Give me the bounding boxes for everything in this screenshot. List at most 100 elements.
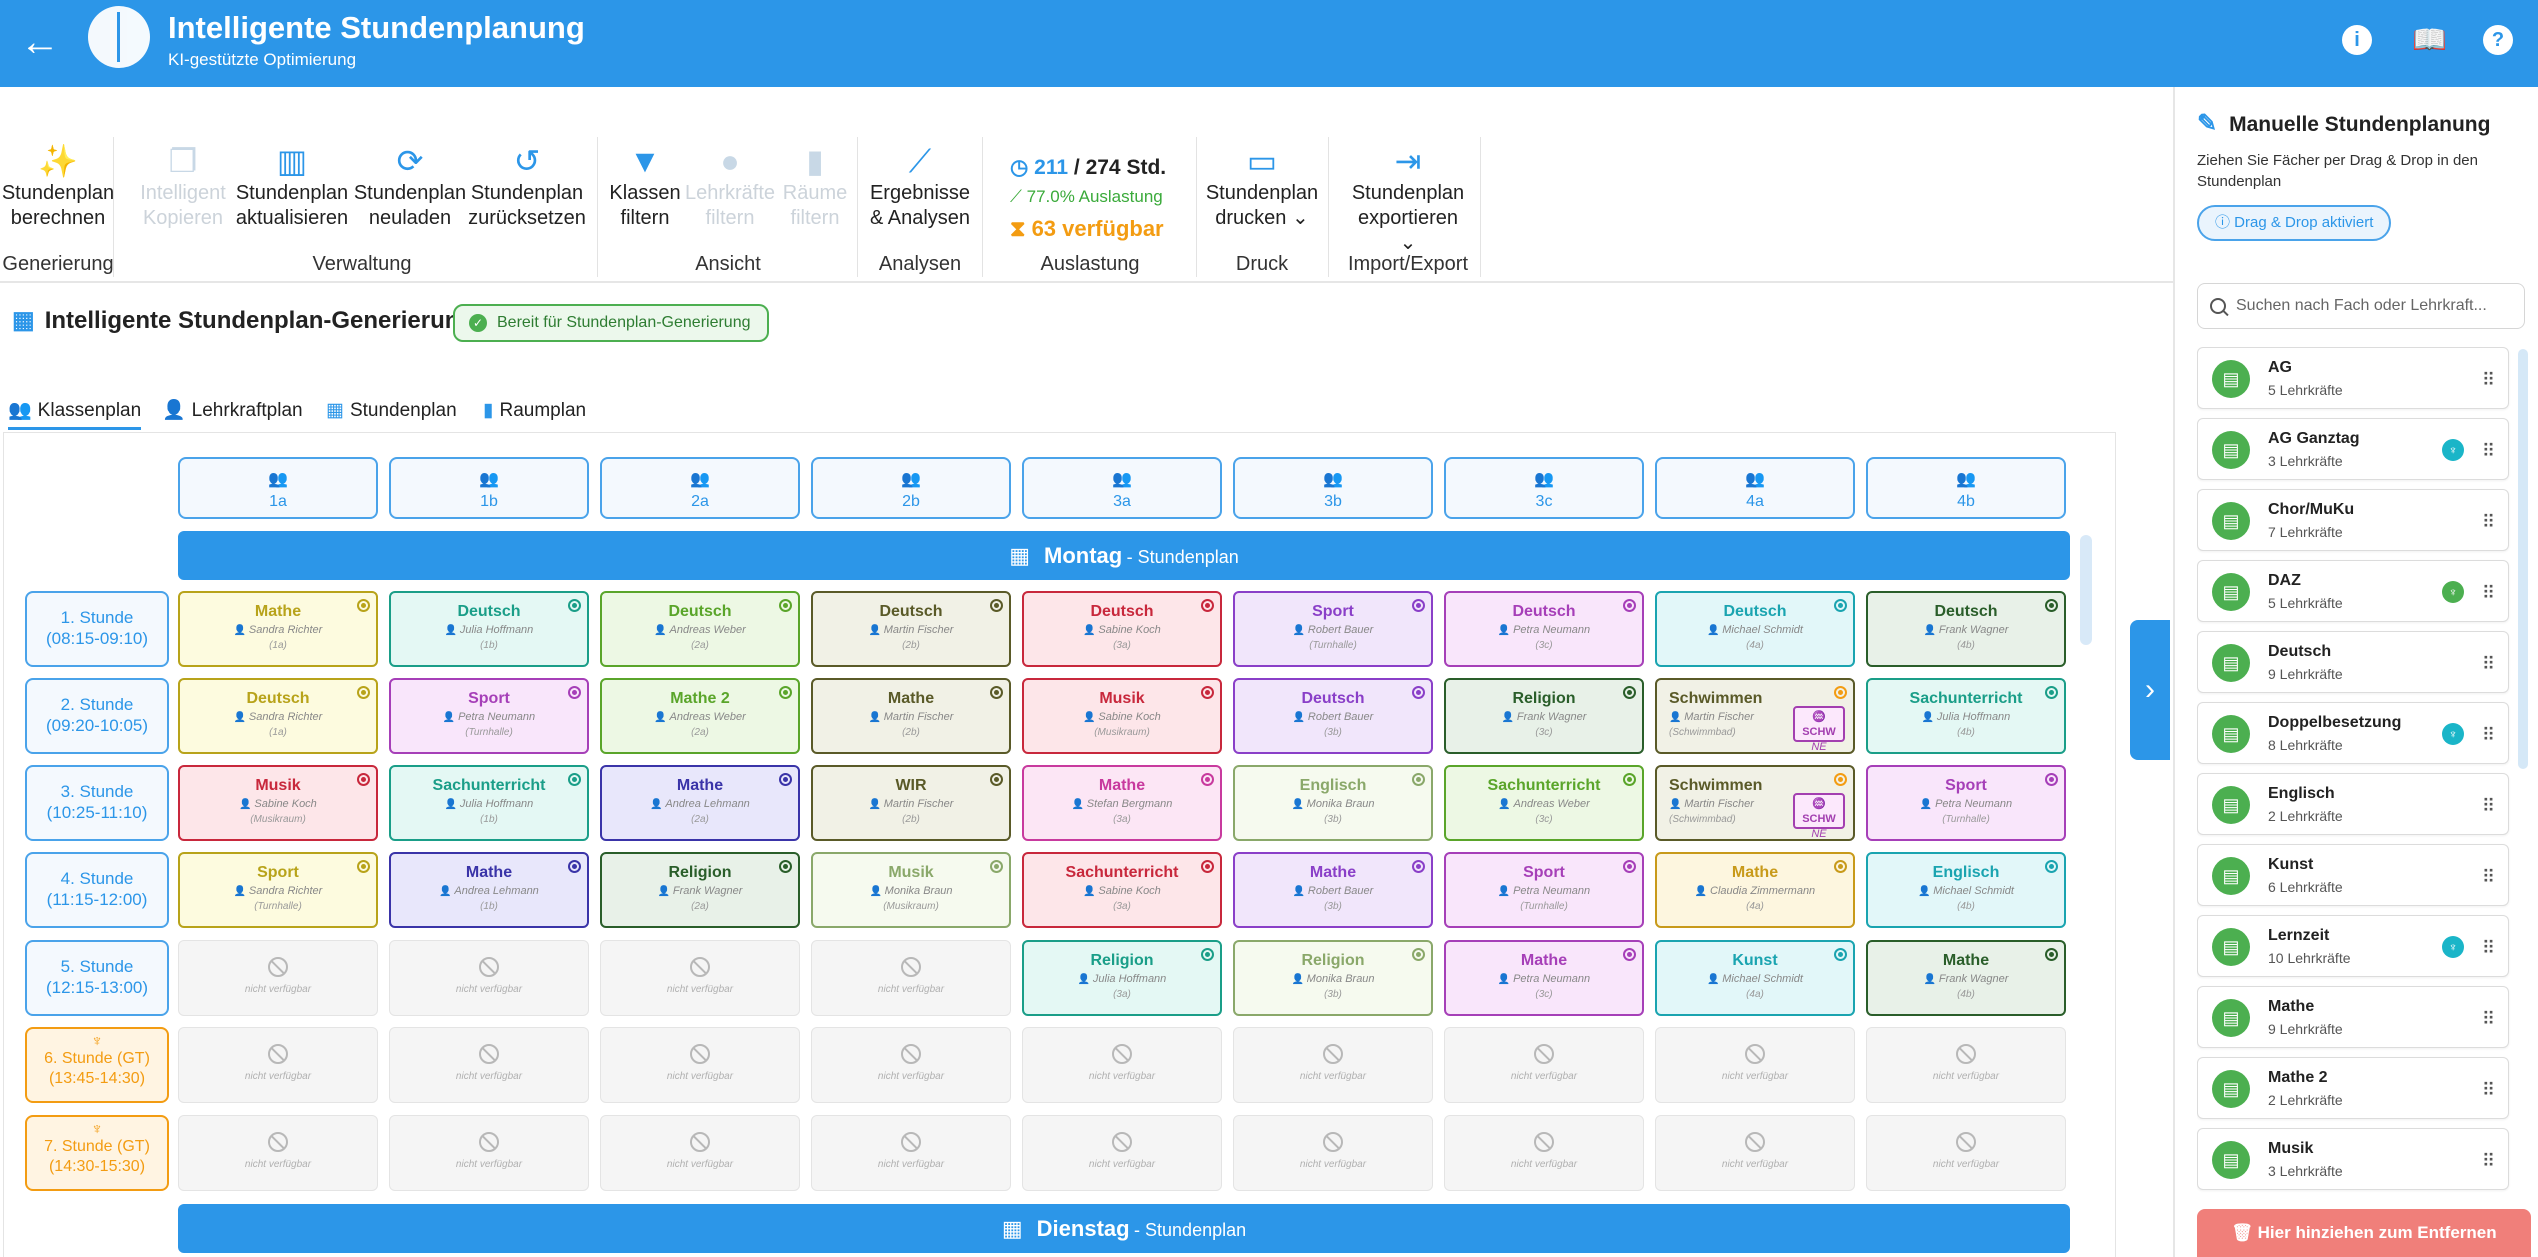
update-button[interactable]: ▥ Stundenplan aktualisieren bbox=[232, 143, 352, 231]
schedule-cell[interactable]: Deutsch 👤 Sandra Richter (1a) bbox=[178, 678, 378, 754]
schedule-cell[interactable]: Sachunterricht 👤 Julia Hoffmann (4b) bbox=[1866, 678, 2066, 754]
schedule-cell[interactable]: Sport 👤 Petra Neumann (Turnhalle) bbox=[389, 678, 589, 754]
schedule-cell[interactable]: Mathe 👤 Claudia Zimmermann (4a) bbox=[1655, 852, 1855, 928]
remove-dropzone[interactable]: 🗑 Hier hinziehen zum Entfernen bbox=[2197, 1209, 2531, 1257]
drag-handle-icon[interactable]: ⠿ bbox=[2481, 796, 2495, 816]
class-header-2b[interactable]: 👥 2b bbox=[811, 457, 1011, 519]
schedule-cell[interactable]: Schwimmen 👤 Martin Fischer (Schwimmbad) ♒ S… bbox=[1655, 765, 1855, 841]
subject-item[interactable]: ▤ Lernzeit 10 Lehrkräfte ♆ ⠿ bbox=[2197, 915, 2509, 977]
drag-handle-icon[interactable]: ⠿ bbox=[2481, 512, 2495, 532]
schedule-cell[interactable]: Deutsch 👤 Robert Bauer (3b) bbox=[1233, 678, 1433, 754]
drag-handle-icon[interactable]: ⠿ bbox=[2481, 654, 2495, 674]
schedule-cell[interactable]: Mathe 👤 Stefan Bergmann (3a) bbox=[1022, 765, 1222, 841]
schedule-cell[interactable]: Mathe 👤 Robert Bauer (3b) bbox=[1233, 852, 1433, 928]
schedule-cell[interactable]: Musik 👤 Sabine Koch (Musikraum) bbox=[1022, 678, 1222, 754]
schedule-cell[interactable]: Mathe 👤 Andrea Lehmann (1b) bbox=[389, 852, 589, 928]
class-header-1b[interactable]: 👥 1b bbox=[389, 457, 589, 519]
schedule-cell[interactable]: Mathe 👤 Andrea Lehmann (2a) bbox=[600, 765, 800, 841]
reset-button[interactable]: ↺ Stundenplan zurücksetzen bbox=[467, 143, 587, 231]
drag-handle-icon[interactable]: ⠿ bbox=[2481, 938, 2495, 958]
export-button[interactable]: ⇥ Stundenplan exportieren ⌄ bbox=[1348, 143, 1468, 256]
schedule-cell[interactable]: Religion 👤 Monika Braun (3b) bbox=[1233, 940, 1433, 1016]
class-header-1a[interactable]: 👥 1a bbox=[178, 457, 378, 519]
schedule-cell[interactable]: Mathe 2 👤 Andreas Weber (2a) bbox=[600, 678, 800, 754]
calculate-button[interactable]: ✨ Stundenplan berechnen bbox=[0, 143, 118, 231]
tab-raumplan[interactable]: ▮ Raumplan bbox=[483, 396, 586, 430]
drag-handle-icon[interactable]: ⠿ bbox=[2481, 370, 2495, 390]
schedule-cell[interactable]: Deutsch 👤 Petra Neumann (3c) bbox=[1444, 591, 1644, 667]
dragdrop-badge[interactable]: ⓘ Drag & Drop aktiviert bbox=[2197, 205, 2392, 241]
subject-item[interactable]: ▤ Mathe 9 Lehrkräfte ⠿ bbox=[2197, 986, 2509, 1048]
subject-item[interactable]: ▤ Englisch 2 Lehrkräfte ⠿ bbox=[2197, 773, 2509, 835]
schedule-cell[interactable]: Religion 👤 Frank Wagner (2a) bbox=[600, 852, 800, 928]
drag-handle-icon[interactable]: ⠿ bbox=[2481, 441, 2495, 461]
subject-item[interactable]: ▤ Kunst 6 Lehrkräfte ⠿ bbox=[2197, 844, 2509, 906]
schedule-cell[interactable]: Deutsch 👤 Frank Wagner (4b) bbox=[1866, 591, 2066, 667]
schedule-cell[interactable]: Sport 👤 Petra Neumann (Turnhalle) bbox=[1444, 852, 1644, 928]
help-icon[interactable]: ? bbox=[2483, 25, 2513, 55]
tab-lehrkraftplan[interactable]: 👤 Lehrkraftplan bbox=[162, 396, 303, 430]
schedule-cell[interactable]: Deutsch 👤 Martin Fischer (2b) bbox=[811, 591, 1011, 667]
schedule-cell[interactable]: Sachunterricht 👤 Andreas Weber (3c) bbox=[1444, 765, 1644, 841]
schedule-cell[interactable]: Deutsch 👤 Sabine Koch (3a) bbox=[1022, 591, 1222, 667]
subject-item[interactable]: ▤ Musik 3 Lehrkräfte ⠿ bbox=[2197, 1128, 2509, 1190]
schedule-cell[interactable]: Sport 👤 Sandra Richter (Turnhalle) bbox=[178, 852, 378, 928]
tab-stundenplan[interactable]: ▦ Stundenplan bbox=[326, 396, 457, 430]
schedule-cell[interactable]: Englisch 👤 Michael Schmidt (4b) bbox=[1866, 852, 2066, 928]
subject-item[interactable]: ▤ Doppelbesetzung 8 Lehrkräfte ♆ ⠿ bbox=[2197, 702, 2509, 764]
schedule-cell[interactable]: Deutsch 👤 Julia Hoffmann (1b) bbox=[389, 591, 589, 667]
subject-item[interactable]: ▤ AG Ganztag 3 Lehrkräfte ♆ ⠿ bbox=[2197, 418, 2509, 480]
schedule-cell[interactable]: Sachunterricht 👤 Julia Hoffmann (1b) bbox=[389, 765, 589, 841]
subject-item[interactable]: ▤ Deutsch 9 Lehrkräfte ⠿ bbox=[2197, 631, 2509, 693]
book-icon[interactable]: 📖 bbox=[2412, 24, 2447, 55]
class-header-4a[interactable]: 👥 4a bbox=[1655, 457, 1855, 519]
drag-handle-icon[interactable]: ⠿ bbox=[2481, 1151, 2495, 1171]
schedule-cell[interactable]: Sport 👤 Robert Bauer (Turnhalle) bbox=[1233, 591, 1433, 667]
schedule-cell[interactable]: Deutsch 👤 Michael Schmidt (4a) bbox=[1655, 591, 1855, 667]
subject-name: Deutsch bbox=[1723, 603, 1787, 620]
schedule-cell[interactable]: Deutsch 👤 Andreas Weber (2a) bbox=[600, 591, 800, 667]
schedule-cell[interactable]: Religion 👤 Julia Hoffmann (3a) bbox=[1022, 940, 1222, 1016]
reload-button[interactable]: ⟳ Stundenplan neuladen bbox=[350, 143, 470, 231]
schedule-cell[interactable]: Musik 👤 Monika Braun (Musikraum) bbox=[811, 852, 1011, 928]
schedule-cell[interactable]: WIR 👤 Martin Fischer (2b) bbox=[811, 765, 1011, 841]
drag-handle-icon[interactable]: ⠿ bbox=[2481, 1009, 2495, 1029]
subject-item[interactable]: ▤ AG 5 Lehrkräfte ⠿ bbox=[2197, 347, 2509, 409]
schedule-cell[interactable]: Sport 👤 Petra Neumann (Turnhalle) bbox=[1866, 765, 2066, 841]
filter-classes-button[interactable]: ▼ Klassen filtern bbox=[585, 143, 705, 231]
schedule-cell-unavailable: nicht verfügbar bbox=[811, 1115, 1011, 1191]
schedule-cell[interactable]: Musik 👤 Sabine Koch (Musikraum) bbox=[178, 765, 378, 841]
schedule-cell[interactable]: Mathe 👤 Frank Wagner (4b) bbox=[1866, 940, 2066, 1016]
export-icon: ⇥ bbox=[1394, 143, 1422, 179]
drag-handle-icon[interactable]: ⠿ bbox=[2481, 583, 2495, 603]
schedule-cell[interactable]: Kunst 👤 Michael Schmidt (4a) bbox=[1655, 940, 1855, 1016]
drag-handle-icon[interactable]: ⠿ bbox=[2481, 1080, 2495, 1100]
schedule-cell[interactable]: Mathe 👤 Petra Neumann (3c) bbox=[1444, 940, 1644, 1016]
class-header-3a[interactable]: 👥 3a bbox=[1022, 457, 1222, 519]
subject-item[interactable]: ▤ DAZ 5 Lehrkräfte ♆ ⠿ bbox=[2197, 560, 2509, 622]
analysis-button[interactable]: ⟋ Ergebnisse & Analysen bbox=[860, 143, 980, 231]
subject-item[interactable]: ▤ Mathe 2 2 Lehrkräfte ⠿ bbox=[2197, 1057, 2509, 1119]
schedule-cell[interactable]: Englisch 👤 Monika Braun (3b) bbox=[1233, 765, 1433, 841]
drag-handle-icon[interactable]: ⠿ bbox=[2481, 725, 2495, 745]
schedule-cell[interactable]: Mathe 👤 Sandra Richter (1a) bbox=[178, 591, 378, 667]
schedule-cell[interactable]: Schwimmen 👤 Martin Fischer (Schwimmbad) ♒ S… bbox=[1655, 678, 1855, 754]
info-icon[interactable]: i bbox=[2342, 25, 2372, 55]
grid-scrollbar[interactable] bbox=[2080, 535, 2092, 645]
subject-list-scrollbar[interactable] bbox=[2518, 349, 2528, 769]
class-header-2a[interactable]: 👥 2a bbox=[600, 457, 800, 519]
class-header-3b[interactable]: 👥 3b bbox=[1233, 457, 1433, 519]
search-input[interactable]: Suchen nach Fach oder Lehrkraft... bbox=[2197, 283, 2525, 329]
sidebar-toggle-button[interactable]: › bbox=[2130, 620, 2170, 760]
schedule-cell[interactable]: Mathe 👤 Martin Fischer (2b) bbox=[811, 678, 1011, 754]
class-header-3c[interactable]: 👥 3c bbox=[1444, 457, 1644, 519]
print-button[interactable]: ▭ Stundenplan drucken ⌄ bbox=[1202, 143, 1322, 231]
schedule-cell[interactable]: Sachunterricht 👤 Sabine Koch (3a) bbox=[1022, 852, 1222, 928]
class-header-4b[interactable]: 👥 4b bbox=[1866, 457, 2066, 519]
drag-handle-icon[interactable]: ⠿ bbox=[2481, 867, 2495, 887]
teacher-name-text: Martin Fischer bbox=[883, 624, 954, 636]
back-arrow-icon[interactable]: ← bbox=[20, 20, 60, 64]
tab-klassenplan[interactable]: 👥 Klassenplan bbox=[8, 396, 142, 430]
subject-item[interactable]: ▤ Chor/MuKu 7 Lehrkräfte ⠿ bbox=[2197, 489, 2509, 551]
schedule-cell[interactable]: Religion 👤 Frank Wagner (3c) bbox=[1444, 678, 1644, 754]
